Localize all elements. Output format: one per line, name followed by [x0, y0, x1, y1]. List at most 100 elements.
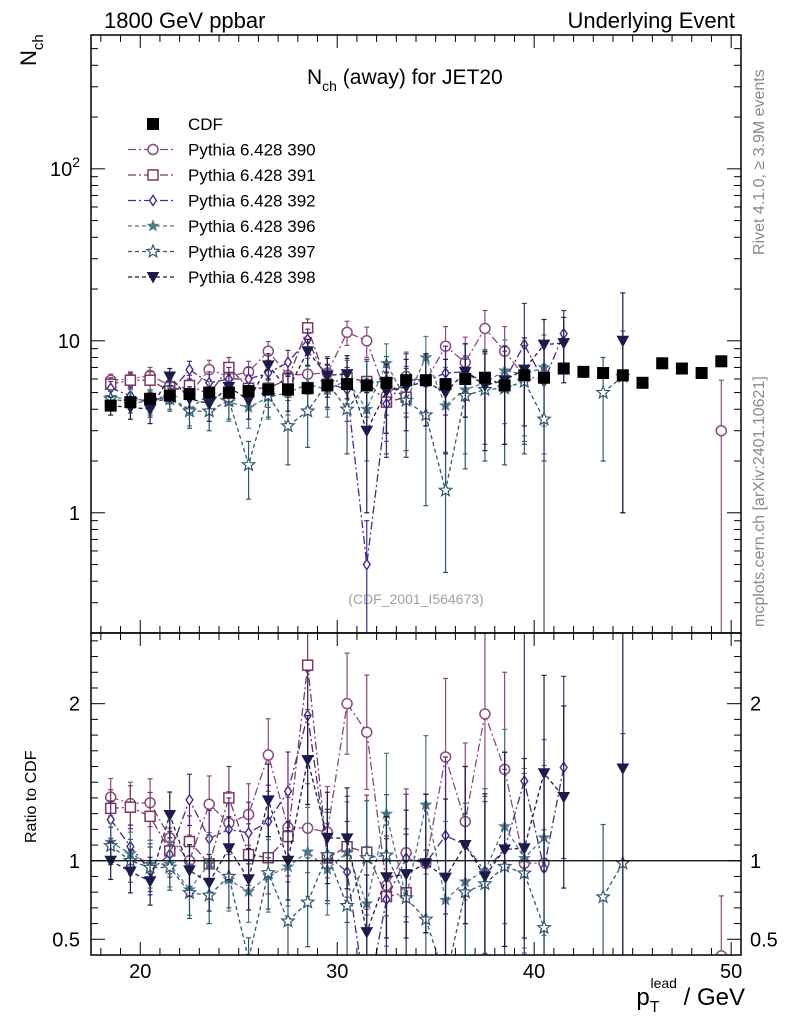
data-point	[202, 398, 216, 411]
ratio-point	[419, 858, 433, 870]
legend-item-2: Pythia 6.428 391	[128, 166, 316, 185]
data-point	[458, 366, 472, 379]
ratio-point	[280, 913, 296, 928]
ratio-point	[222, 843, 236, 855]
title-sub: ch	[322, 78, 337, 94]
legend-marker	[146, 272, 160, 284]
reference-point	[557, 362, 570, 375]
ratio-point	[616, 763, 630, 776]
xlabel-sup: lead	[651, 975, 677, 991]
ratio-point	[458, 840, 472, 852]
ratio-point	[321, 832, 334, 845]
ratio-point	[242, 874, 255, 886]
reference-point	[419, 374, 432, 387]
legend-item-3: Pythia 6.428 392	[128, 192, 316, 211]
ratio-tick-label-left: 1	[69, 851, 80, 873]
ratio-point	[301, 845, 315, 858]
series-line	[110, 325, 407, 403]
ratio-point	[517, 843, 531, 855]
data-point	[283, 356, 293, 369]
ylabel-main: N	[16, 50, 41, 66]
ratio-point	[143, 876, 157, 888]
ratio-point	[715, 950, 727, 955]
data-point	[362, 558, 372, 571]
data-point	[437, 482, 454, 497]
data-point	[301, 346, 315, 358]
data-point	[144, 374, 156, 386]
reference-point	[518, 369, 531, 382]
y-tick-label-exponent: 2	[72, 154, 80, 170]
ratio-point	[163, 809, 177, 822]
reference-point	[538, 371, 551, 384]
reference-point	[341, 378, 354, 391]
data-point	[557, 338, 571, 350]
legend-marker	[147, 169, 159, 181]
ratio-point	[260, 864, 277, 880]
ratio-point	[399, 869, 413, 881]
ratio-point	[479, 708, 491, 720]
legend-label: Pythia 6.428 391	[188, 166, 316, 185]
ratio-series-line	[110, 665, 407, 898]
main-plot-layer	[102, 292, 728, 633]
ratio-point	[340, 833, 354, 845]
reference-point	[656, 357, 669, 370]
title-main: N	[307, 66, 322, 89]
x-tick-label: 40	[523, 961, 545, 983]
legend-item-1: Pythia 6.428 390	[128, 141, 316, 160]
ratio-point	[363, 999, 370, 1009]
legend-item-4: Pythia 6.428 396	[128, 217, 316, 236]
ratio-point	[439, 872, 452, 885]
side-label-mcplots: mcplots.cern.ch [arXiv:2401.10621]	[751, 376, 768, 627]
data-point	[715, 424, 728, 437]
y-axis-label: Nch	[16, 34, 47, 66]
y-tick-label-base: 10	[50, 159, 72, 181]
reference-point	[222, 386, 235, 399]
legend-label: Pythia 6.428 397	[188, 243, 316, 262]
main-plot-area	[102, 292, 728, 633]
ratio-point	[380, 872, 393, 884]
reference-point	[597, 366, 610, 379]
x-tick-label: 50	[720, 961, 742, 983]
legend-item-5: Pythia 6.428 397	[128, 243, 316, 262]
data-point	[340, 369, 354, 381]
legend-label: Pythia 6.428 398	[188, 268, 316, 287]
ratio-point	[185, 793, 194, 807]
reference-point	[498, 379, 511, 392]
reference-point	[183, 388, 196, 401]
ratio-point	[361, 726, 373, 738]
data-point	[261, 360, 275, 372]
ratio-point	[301, 754, 315, 767]
data-point	[124, 374, 137, 386]
data-point	[339, 401, 355, 416]
ratio-tick-label-right: 0.5	[750, 929, 778, 951]
ratio-point	[301, 659, 314, 671]
data-point	[341, 326, 353, 339]
data-point	[361, 335, 373, 347]
reference-point	[675, 362, 688, 375]
reference-point	[301, 382, 314, 395]
xlabel-rest: / GeV	[677, 984, 745, 1011]
data-point	[299, 402, 316, 418]
reference-point	[695, 366, 708, 379]
plot-title: Nch (away) for JET20	[307, 66, 503, 94]
legend-marker	[148, 194, 158, 207]
ratio-plot-area	[102, 633, 727, 1009]
legend-item-reference: CDF	[147, 115, 223, 134]
ratio-series-1	[104, 633, 727, 955]
series-line	[110, 333, 565, 565]
ratio-tick-label-left: 0.5	[52, 929, 80, 951]
data-point	[143, 404, 157, 416]
ratio-point	[478, 871, 492, 883]
legend: CDF Pythia 6.428 390 Pythia 6.428 391 Pythi…	[128, 115, 316, 287]
ratio-point	[537, 768, 551, 780]
reference-point	[478, 371, 491, 384]
x-axis-label: pTlead / GeV	[636, 975, 745, 1016]
ratio-point	[124, 801, 137, 813]
reference-point	[616, 369, 629, 382]
reference-point	[715, 355, 728, 368]
reference-point	[242, 385, 255, 398]
reference-point	[439, 378, 452, 391]
reference-point	[262, 383, 275, 396]
ratio-point	[341, 697, 353, 710]
legend-marker	[147, 118, 159, 130]
